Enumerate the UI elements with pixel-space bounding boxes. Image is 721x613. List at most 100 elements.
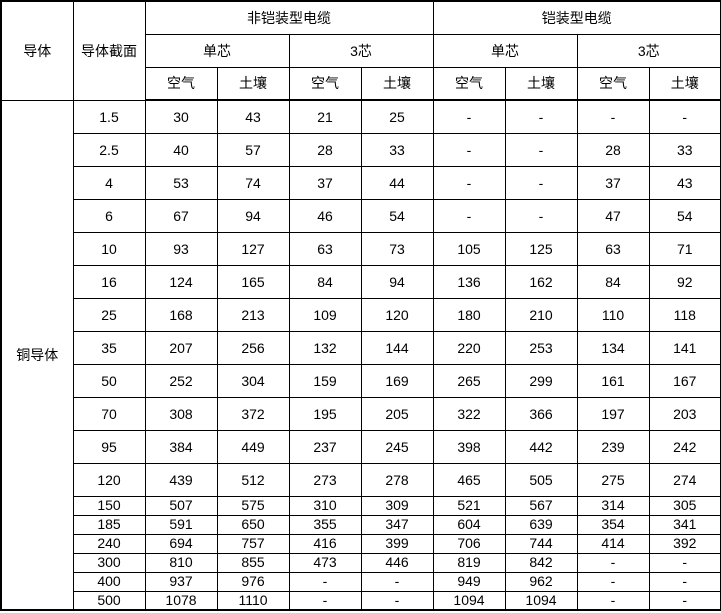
value-cell: 842 <box>504 552 578 573</box>
value-cell: 169 <box>360 363 434 398</box>
value-cell: 144 <box>360 330 434 365</box>
value-cell: 256 <box>216 330 290 365</box>
value-cell: 134 <box>576 330 650 365</box>
value-cell: 28 <box>576 132 650 167</box>
value-cell: - <box>576 99 650 134</box>
value-cell: 168 <box>144 297 218 332</box>
conductor-type-cell: 铜导体 <box>0 99 74 611</box>
cross-section-cell: 2.5 <box>72 132 146 167</box>
cross-section-cell: 300 <box>72 552 146 573</box>
value-cell: 273 <box>288 462 362 497</box>
cross-section-cell: 240 <box>72 533 146 554</box>
cross-section-cell: 95 <box>72 429 146 464</box>
value-cell: 28 <box>288 132 362 167</box>
value-cell: 210 <box>504 297 578 332</box>
header-soil: 土壤 <box>648 66 721 101</box>
value-cell: 237 <box>288 429 362 464</box>
value-cell: 465 <box>432 462 506 497</box>
table-row: 16 124 165 84 94 136 162 84 92 <box>1 264 721 299</box>
value-cell: 416 <box>288 533 362 554</box>
value-cell: 124 <box>144 264 218 299</box>
cross-section-cell: 16 <box>72 264 146 299</box>
cross-section-cell: 185 <box>72 514 146 535</box>
cross-section-cell: 1.5 <box>72 99 146 134</box>
value-cell: 392 <box>648 533 721 554</box>
value-cell: 125 <box>504 231 578 266</box>
table-row: 10 93 127 63 73 105 125 63 71 <box>1 231 721 266</box>
cross-section-cell: 4 <box>72 165 146 200</box>
value-cell: 136 <box>432 264 506 299</box>
value-cell: 118 <box>648 297 721 332</box>
value-cell: 242 <box>648 429 721 464</box>
value-cell: 278 <box>360 462 434 497</box>
value-cell: 275 <box>576 462 650 497</box>
value-cell: 694 <box>144 533 218 554</box>
cross-section-cell: 500 <box>72 590 146 611</box>
value-cell: 110 <box>576 297 650 332</box>
value-cell: 639 <box>504 514 578 535</box>
table-body: 铜导体 1.5 30 43 21 25- - - -2.5 40 57 28 33- -28 33 4 53 74… <box>0 99 721 611</box>
header-three-core: 3芯 <box>288 33 434 68</box>
table-row: 500 1078 1110- -1094 1094- - <box>1 590 721 611</box>
value-cell: 507 <box>144 495 218 516</box>
value-cell: 105 <box>432 231 506 266</box>
header-air: 空气 <box>144 66 218 101</box>
value-cell: 63 <box>288 231 362 266</box>
cross-section-cell: 10 <box>72 231 146 266</box>
value-cell: 304 <box>216 363 290 398</box>
value-cell: 197 <box>576 396 650 431</box>
value-cell: 57 <box>216 132 290 167</box>
value-cell: - <box>504 99 578 134</box>
value-cell: 706 <box>432 533 506 554</box>
value-cell: 54 <box>360 198 434 233</box>
value-cell: 71 <box>648 231 721 266</box>
value-cell: 67 <box>144 198 218 233</box>
header-air: 空气 <box>432 66 506 101</box>
value-cell: - <box>360 590 434 611</box>
value-cell: 252 <box>144 363 218 398</box>
value-cell: 47 <box>576 198 650 233</box>
value-cell: 962 <box>504 571 578 592</box>
value-cell: 74 <box>216 165 290 200</box>
header-armored: 铠装型电缆 <box>432 0 721 35</box>
table-row: 50 252 304 159 169 265 299 161 167 <box>1 363 721 398</box>
value-cell: - <box>648 99 721 134</box>
table-row: 120 439 512 273 278 465 505 275 274 <box>1 462 721 497</box>
header-air: 空气 <box>288 66 362 101</box>
value-cell: 366 <box>504 396 578 431</box>
value-cell: 757 <box>216 533 290 554</box>
value-cell: 855 <box>216 552 290 573</box>
table-row: 2.5 40 57 28 33- -28 33 <box>1 132 721 167</box>
table-row: 150 507 575 310 309 521 567 314 305 <box>1 495 721 516</box>
value-cell: 40 <box>144 132 218 167</box>
value-cell: - <box>648 590 721 611</box>
value-cell: - <box>648 571 721 592</box>
value-cell: - <box>432 99 506 134</box>
value-cell: 442 <box>504 429 578 464</box>
value-cell: 1078 <box>144 590 218 611</box>
value-cell: 976 <box>216 571 290 592</box>
value-cell: 591 <box>144 514 218 535</box>
table-row: 300 810 855 473 446 819 842- - <box>1 552 721 573</box>
value-cell: 63 <box>576 231 650 266</box>
value-cell: 505 <box>504 462 578 497</box>
value-cell: 245 <box>360 429 434 464</box>
cross-section-cell: 120 <box>72 462 146 497</box>
value-cell: - <box>504 165 578 200</box>
header-single-core: 单芯 <box>432 33 578 68</box>
value-cell: - <box>432 132 506 167</box>
value-cell: - <box>360 571 434 592</box>
cross-section-cell: 25 <box>72 297 146 332</box>
value-cell: 43 <box>216 99 290 134</box>
value-cell: 37 <box>288 165 362 200</box>
value-cell: 92 <box>648 264 721 299</box>
value-cell: 274 <box>648 462 721 497</box>
table-row: 240 694 757 416 399 706 744 414 392 <box>1 533 721 554</box>
table-row: 95 384 449 237 245 398 442 239 242 <box>1 429 721 464</box>
value-cell: 399 <box>360 533 434 554</box>
value-cell: 120 <box>360 297 434 332</box>
value-cell: 575 <box>216 495 290 516</box>
value-cell: 127 <box>216 231 290 266</box>
value-cell: 1094 <box>504 590 578 611</box>
